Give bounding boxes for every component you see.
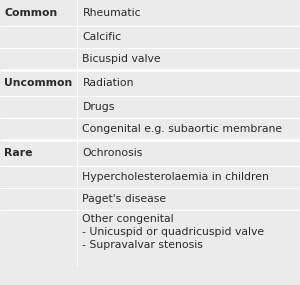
Bar <box>0 96 300 118</box>
Text: Calcific: Calcific <box>82 32 122 42</box>
Text: Common: Common <box>4 8 58 18</box>
Text: Uncommon: Uncommon <box>4 78 73 88</box>
Text: Paget's disease: Paget's disease <box>82 194 166 204</box>
Text: Rheumatic: Rheumatic <box>82 8 141 18</box>
Bar <box>0 166 300 188</box>
Text: Bicuspid valve: Bicuspid valve <box>82 54 161 64</box>
Text: Hypercholesterolaemia in children: Hypercholesterolaemia in children <box>82 172 269 182</box>
Bar <box>0 210 300 265</box>
Text: Radiation: Radiation <box>82 78 134 88</box>
Bar <box>0 26 300 48</box>
Text: Drugs: Drugs <box>82 102 115 112</box>
Text: Other congenital
- Unicuspid or quadricuspid valve
- Supravalvar stenosis: Other congenital - Unicuspid or quadricu… <box>82 214 265 251</box>
Bar <box>0 70 300 96</box>
Text: Congenital e.g. subaortic membrane: Congenital e.g. subaortic membrane <box>82 124 283 134</box>
Text: Ochronosis: Ochronosis <box>82 148 143 158</box>
Bar <box>0 188 300 210</box>
Bar <box>0 0 300 26</box>
Bar <box>0 118 300 140</box>
Bar <box>0 48 300 70</box>
Bar <box>0 140 300 166</box>
Text: Rare: Rare <box>4 148 33 158</box>
